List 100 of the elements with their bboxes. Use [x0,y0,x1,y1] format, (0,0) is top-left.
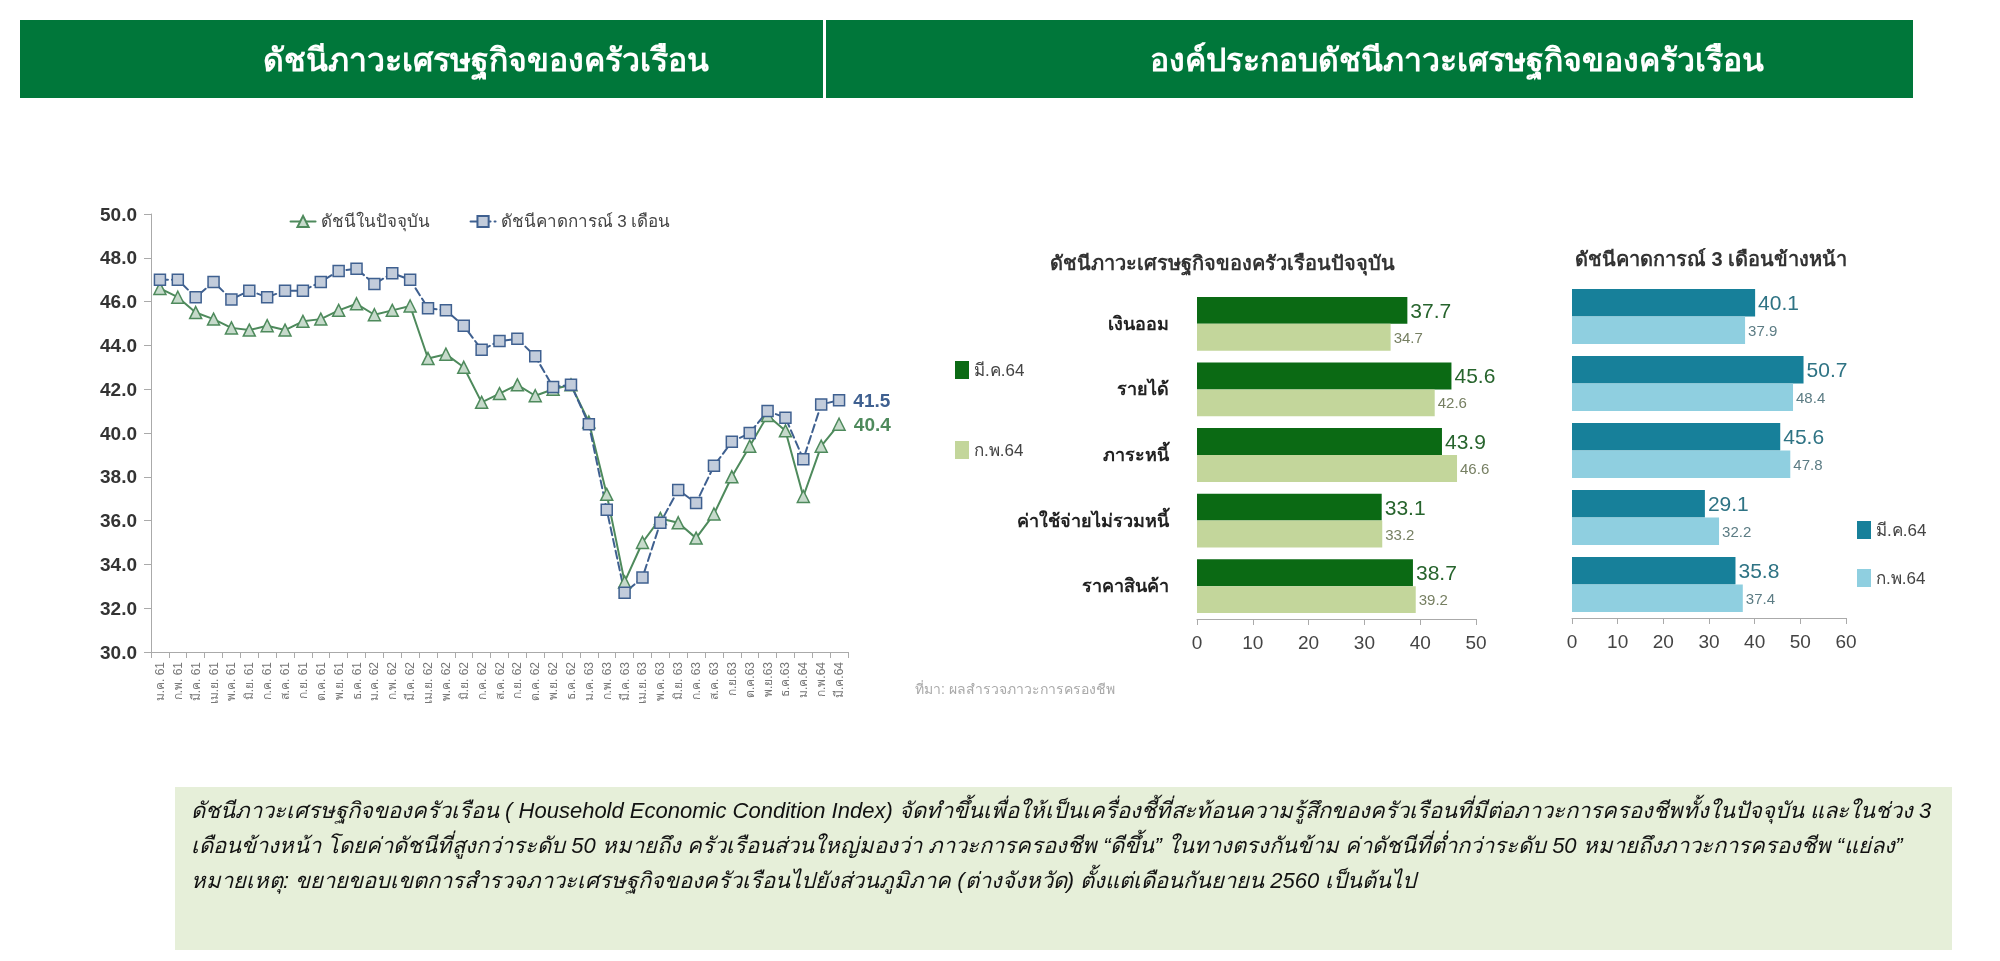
data-label: 32.2 [1722,522,1752,540]
point [796,489,811,504]
point [153,273,167,286]
x-tick-label: พ.ย. 62 [546,661,561,701]
point [636,571,649,584]
y-tick-label: 38.0 [100,466,137,488]
x-tick-label: ต.ค. 62 [528,661,543,702]
y-tick-label: 48.0 [100,247,137,269]
y-tick-label: ค่าใช้จ่ายไม่รวมหนี้ [1017,506,1171,531]
x-tick-label: 0 [1191,632,1203,653]
y-tick-label: เงินออม [1108,313,1169,334]
point [493,334,506,348]
data-label: 29.1 [1707,492,1749,516]
text: ที่มา: ผลสำรวจภาวะการครองชีพ [915,680,1115,697]
bar [1572,557,1736,585]
x-tick-label: ม.ค.64 [796,661,811,699]
x-tick-label: ก.ค. 63 [689,661,704,701]
x-tick-label: ส.ค. 62 [492,661,507,701]
legend-label: มี.ค.64 [1876,520,1927,540]
legend-label: มี.ค.64 [974,360,1025,380]
y-tick-label: 32.0 [100,597,137,619]
point [457,360,471,375]
y-tick-label: 40.0 [100,422,137,444]
x-tick-label: 30 [1353,632,1375,653]
x-tick-label: ก.ย. 61 [295,661,310,700]
data-label: 40.4 [853,413,892,435]
bar [1572,383,1794,411]
x-tick-label: ก.ค. 62 [474,661,489,701]
point [689,496,703,510]
point [707,459,721,473]
legend-label: ก.พ.64 [974,440,1024,460]
x-tick-label: พ.ค. 63 [653,661,668,702]
x-tick-label: ต.ค. 61 [313,661,328,702]
bar [1197,362,1452,390]
x-tick-label: 50 [1465,632,1487,653]
x-tick-label: ก.ย. 62 [510,661,525,700]
point [350,262,363,275]
x-tick-label: ก.พ.64 [814,661,829,698]
point [671,516,685,530]
point [278,284,292,297]
x-tick-label: ต.ค.63 [742,661,757,699]
point [492,386,507,401]
point [528,350,542,363]
x-tick-label: มี.ค. 61 [188,661,203,702]
point [224,321,239,335]
data-label: 35.8 [1738,559,1780,583]
chart-subtitle: ดัชนีภาวะเศรษฐกิจของครัวเรือนปัจจุบัน [1050,252,1395,277]
bar [1197,586,1416,614]
legend-label: ดัชนีในปัจจุบัน [320,211,430,232]
bar [1572,289,1756,317]
data-label: 33.2 [1385,525,1415,543]
chart-title: องค์ประกอบดัชนีภาวะเศรษฐกิจของครัวเรือน [1149,40,1764,82]
x-tick-label: มี.ค. 62 [403,661,418,702]
point [707,507,721,521]
x-tick-label: ก.พ. 61 [170,661,185,701]
data-label: 37.9 [1748,321,1778,339]
point [618,586,631,600]
bar [1197,323,1391,351]
x-tick-label: ส.ค. 61 [278,661,293,701]
x-tick-label: พ.ย. 61 [331,661,346,701]
point [797,453,810,466]
point [814,398,828,411]
x-tick-label: 60 [1835,631,1857,652]
data-label: 46.6 [1460,459,1490,477]
bar [1197,428,1442,455]
point [421,301,435,315]
data-label: 43.9 [1444,430,1486,454]
x-tick-label: มี.ค. 63 [617,661,632,702]
point [189,290,202,304]
point [225,293,238,306]
x-tick-label: มี.ค.64 [832,661,847,699]
bar [1572,423,1781,451]
point [671,483,685,497]
x-tick-label: เม.ย. 61 [206,661,221,705]
x-tick-label: พ.ย.63 [760,661,775,698]
y-tick-label: 34.0 [100,553,137,575]
y-tick-label: 50.0 [100,203,137,225]
point [510,378,525,392]
point [368,277,381,291]
point [206,312,221,326]
point [599,487,614,502]
point [171,290,185,304]
x-tick-label: 20 [1298,632,1320,653]
data-label: 37.4 [1745,589,1775,607]
point [314,275,328,289]
point [778,424,793,438]
point [349,297,364,311]
x-tick-label: ก.ค. 61 [260,661,275,701]
point [635,535,650,550]
point [439,347,453,361]
x-tick-label: 40 [1744,631,1766,652]
point [457,319,471,332]
bar [1572,584,1743,612]
point [474,395,489,410]
point [314,312,328,326]
legend-label: ก.พ.64 [1876,568,1926,588]
data-label: 48.4 [1796,388,1826,406]
x-tick-label: 10 [1242,632,1264,653]
point [832,417,846,431]
bar [1197,389,1435,417]
